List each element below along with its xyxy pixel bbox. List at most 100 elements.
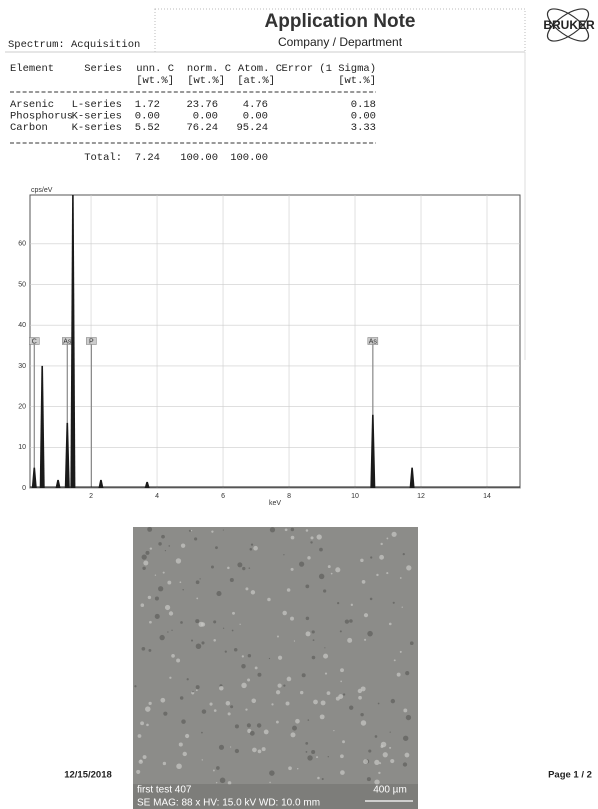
th-unit: [wt.%] — [136, 75, 174, 87]
particle — [299, 562, 304, 567]
particle — [250, 548, 253, 551]
particle — [312, 656, 316, 660]
td: K-series — [72, 110, 122, 122]
x-tick-label: 8 — [287, 493, 291, 500]
particle — [251, 699, 256, 704]
particle — [270, 527, 275, 532]
y-tick-label: 60 — [18, 241, 26, 248]
particle — [364, 639, 366, 641]
particle — [251, 590, 255, 594]
element-marker-label: As — [63, 338, 72, 345]
particle — [271, 703, 273, 705]
particle — [311, 536, 314, 539]
particle — [306, 529, 309, 532]
particle — [147, 527, 152, 532]
particle — [245, 708, 247, 710]
particle — [150, 547, 152, 549]
particle — [317, 777, 320, 780]
particle — [160, 698, 165, 703]
particle — [307, 755, 312, 760]
particle — [213, 770, 215, 772]
particle — [328, 565, 331, 568]
td: 1.72 — [135, 99, 160, 111]
particle — [363, 759, 368, 764]
particle — [349, 619, 353, 623]
td: Phosphorus — [10, 110, 73, 122]
particle — [148, 649, 151, 652]
particle — [196, 643, 202, 649]
td: 0.00 — [243, 110, 268, 122]
image-caption: first test 407 — [137, 785, 192, 796]
th: Error (1 Sigma) — [281, 63, 376, 75]
particle — [201, 732, 203, 734]
particle — [171, 654, 175, 658]
particle — [370, 556, 372, 558]
particle — [199, 578, 200, 579]
particle — [187, 678, 189, 680]
particle — [287, 588, 291, 592]
particle — [360, 713, 363, 716]
particle — [379, 555, 384, 560]
particle — [249, 567, 251, 569]
particle — [181, 719, 186, 724]
y-tick-label: 20 — [18, 403, 26, 410]
particle — [349, 706, 353, 710]
total-cell: Total: — [84, 152, 122, 164]
particle — [136, 770, 140, 774]
particle — [196, 598, 198, 600]
td: 0.18 — [351, 99, 376, 111]
particle — [179, 743, 183, 747]
particle — [247, 723, 251, 727]
particle — [216, 766, 220, 770]
particle — [276, 721, 279, 724]
particle — [343, 693, 345, 695]
particle — [319, 574, 324, 579]
particle — [361, 720, 366, 725]
particle — [196, 685, 200, 689]
particle — [403, 553, 405, 555]
particle — [209, 703, 212, 706]
particle — [191, 639, 193, 641]
x-tick-label: 14 — [483, 493, 491, 500]
particle — [234, 648, 238, 652]
particle — [389, 623, 392, 626]
particle — [305, 584, 309, 588]
particle — [368, 749, 371, 752]
particle — [403, 762, 407, 766]
particle — [180, 621, 183, 624]
particle — [392, 532, 397, 537]
particle — [364, 613, 368, 617]
particle — [269, 782, 271, 784]
particle — [300, 691, 303, 694]
element-marker-label: P — [89, 338, 94, 345]
particle — [386, 572, 388, 574]
plot-area — [30, 195, 520, 488]
particle — [313, 700, 318, 705]
particle — [232, 612, 235, 615]
td: 5.52 — [135, 122, 160, 134]
particle — [294, 640, 295, 641]
particle — [191, 530, 192, 531]
particle — [196, 580, 200, 584]
particle — [393, 602, 395, 604]
particle — [227, 567, 230, 570]
particle — [155, 614, 160, 619]
particle — [405, 671, 409, 675]
particle — [313, 639, 315, 641]
particle — [235, 724, 239, 728]
particle — [140, 721, 144, 725]
particle — [264, 729, 269, 734]
th: Element — [10, 63, 54, 75]
td: 76.24 — [186, 122, 218, 134]
particle — [196, 689, 198, 691]
particle — [242, 655, 244, 657]
particle — [335, 567, 340, 572]
y-axis-label: cps/eV — [31, 187, 53, 194]
th: unn. C — [136, 63, 174, 75]
particle — [391, 699, 395, 703]
y-tick-label: 30 — [18, 363, 26, 370]
particle — [182, 589, 183, 590]
particle — [169, 611, 173, 615]
particle — [347, 638, 352, 643]
